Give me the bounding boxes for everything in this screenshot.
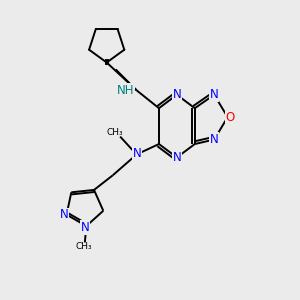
Text: N: N bbox=[60, 208, 69, 221]
Text: O: O bbox=[225, 111, 235, 124]
Text: CH₃: CH₃ bbox=[106, 128, 123, 137]
Text: N: N bbox=[210, 133, 219, 146]
Text: CH₃: CH₃ bbox=[75, 242, 92, 251]
Text: N: N bbox=[210, 88, 219, 101]
Text: N: N bbox=[133, 147, 142, 161]
Text: N: N bbox=[172, 88, 181, 101]
Text: N: N bbox=[80, 221, 89, 234]
Text: N: N bbox=[172, 151, 181, 164]
Text: NH: NH bbox=[117, 84, 134, 97]
